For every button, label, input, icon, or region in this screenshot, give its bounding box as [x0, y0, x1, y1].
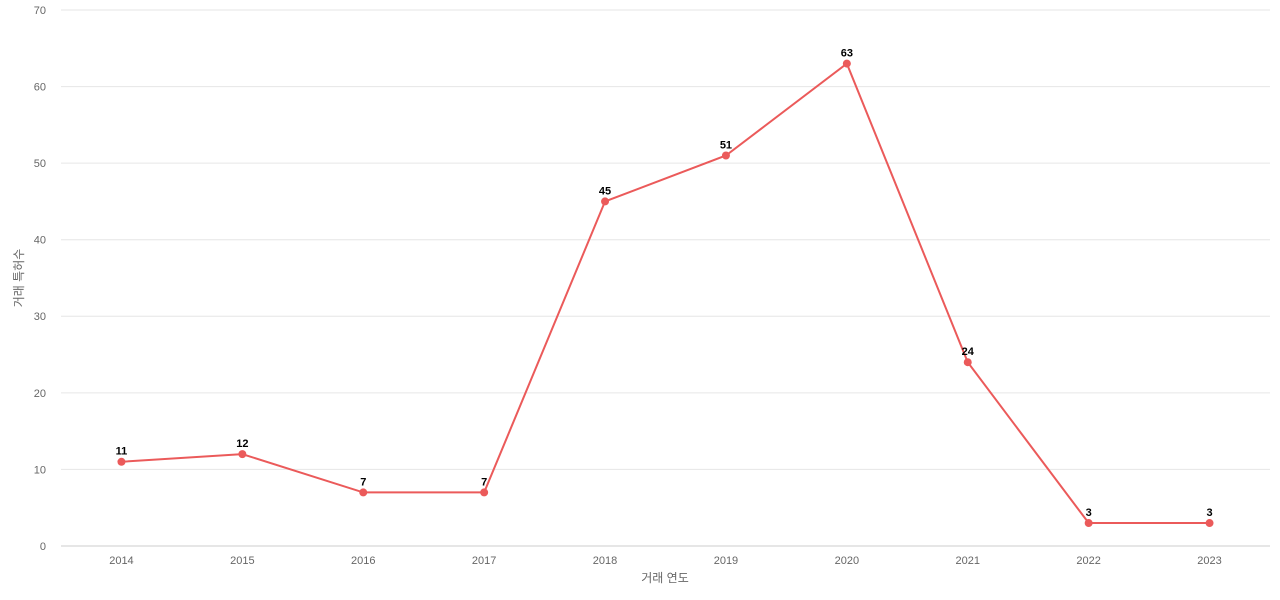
point — [721, 151, 730, 160]
point — [601, 197, 610, 206]
y-tick-label: 10 — [34, 464, 46, 476]
y-tick-label: 40 — [34, 235, 46, 247]
value-label: 3 — [1086, 507, 1092, 519]
y-tick-label: 20 — [34, 388, 46, 400]
value-label: 51 — [720, 139, 732, 151]
value-label: 7 — [481, 476, 487, 488]
value-label: 11 — [116, 446, 128, 458]
point — [238, 450, 247, 459]
value-label: 7 — [360, 476, 366, 488]
point — [480, 488, 489, 497]
point — [359, 488, 368, 497]
x-tick-label: 2023 — [1197, 555, 1221, 567]
x-tick-label: 2019 — [714, 555, 738, 567]
value-label: 12 — [236, 438, 248, 450]
value-label: 3 — [1206, 507, 1212, 519]
x-tick-label: 2020 — [835, 555, 859, 567]
y-axis-label: 거래 특허수 — [12, 249, 26, 308]
x-tick-label: 2017 — [472, 555, 496, 567]
x-axis-label: 거래 연도 — [641, 571, 689, 585]
y-tick-label: 50 — [34, 158, 46, 170]
x-tick-label: 2022 — [1076, 555, 1100, 567]
x-tick-label: 2014 — [109, 555, 133, 567]
y-tick-label: 0 — [40, 541, 46, 553]
y-tick-label: 30 — [34, 311, 46, 323]
x-tick-label: 2015 — [230, 555, 254, 567]
point — [1084, 519, 1093, 528]
y-tick-label: 70 — [34, 5, 46, 17]
line — [121, 62, 1210, 525]
x-tick-label: 2016 — [351, 555, 375, 567]
x-tick-label: 2021 — [956, 555, 980, 567]
point — [117, 457, 126, 466]
value-label: 63 — [841, 48, 853, 60]
value-label: 45 — [599, 185, 611, 197]
value-label: 24 — [962, 346, 975, 358]
point — [842, 59, 851, 68]
y-tick-label: 60 — [34, 81, 46, 93]
point — [963, 358, 972, 367]
x-tick-label: 2018 — [593, 555, 617, 567]
point — [1205, 519, 1214, 528]
